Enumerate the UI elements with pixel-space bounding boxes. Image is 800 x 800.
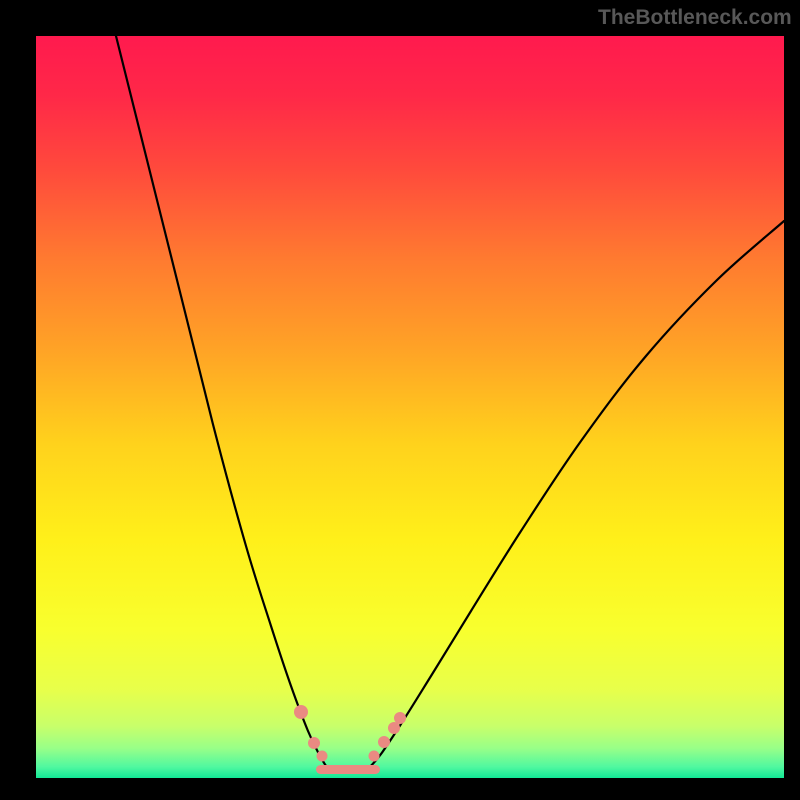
marker-bottom-bar [316, 765, 380, 774]
marker-dot [394, 712, 406, 724]
marker-dot [308, 737, 320, 749]
marker-dot [369, 751, 380, 762]
attribution-text: TheBottleneck.com [598, 6, 792, 30]
curve-overlay [36, 36, 784, 778]
marker-dot [294, 705, 308, 719]
marker-dot [388, 722, 400, 734]
marker-dot [378, 736, 390, 748]
marker-dot [317, 751, 328, 762]
bottleneck-curve [116, 36, 784, 770]
chart-frame: TheBottleneck.com [0, 0, 800, 800]
